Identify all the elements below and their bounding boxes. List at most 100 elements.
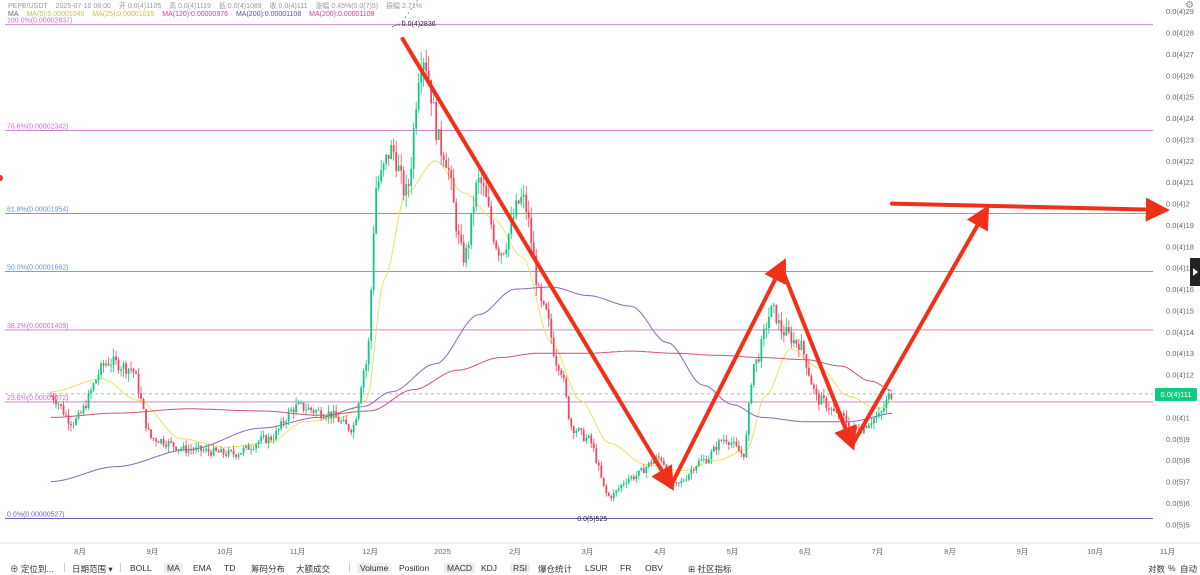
candle-body — [147, 428, 150, 430]
candle-body — [570, 418, 573, 427]
candle-body — [232, 450, 235, 455]
candle-body — [560, 370, 563, 375]
candle-body — [702, 459, 705, 460]
toolbar-right-item-1[interactable]: % — [1168, 563, 1176, 573]
candle-body — [642, 467, 645, 474]
moving-average-lines — [50, 160, 893, 482]
ma-indicator-label[interactable]: MA — [8, 11, 19, 18]
expand-panel-handle[interactable] — [1190, 258, 1200, 286]
candle-body — [85, 405, 87, 409]
ma-line-2 — [50, 350, 893, 418]
candle-body — [162, 439, 165, 445]
candle-body — [510, 218, 513, 234]
toolbar-item-5[interactable]: TD — [224, 563, 236, 573]
ma25-value: MA(25):0.00001015 — [92, 11, 155, 18]
candle-body — [205, 448, 207, 451]
toolbar-item-4[interactable]: EMA — [193, 563, 212, 573]
toolbar-item-10[interactable]: MACD — [444, 563, 476, 573]
candle-body — [442, 155, 445, 161]
candle-body — [75, 418, 77, 425]
candle-body — [497, 248, 500, 256]
candle-body — [320, 410, 323, 418]
candle-body — [82, 405, 85, 414]
settings-icon[interactable]: ⚙ — [1185, 0, 1194, 11]
candle-body — [207, 448, 210, 452]
candle-body — [310, 407, 313, 411]
candle-body — [600, 465, 603, 478]
candle-body — [640, 467, 643, 471]
toolbar-item-16[interactable]: OBV — [645, 563, 663, 573]
alert-dot-icon[interactable] — [0, 175, 3, 181]
candle-body — [740, 451, 743, 454]
candle-body — [680, 480, 683, 484]
y-tick-label-19: 0.0(4)1 — [1166, 413, 1190, 422]
candle-body — [807, 367, 810, 376]
candle-body — [302, 402, 305, 411]
fib-label-5: 23.6%(0.00001072) — [7, 395, 69, 402]
y-tick-label-13: 0.0(4)16 — [1166, 285, 1194, 294]
toolbar-item-2[interactable]: BOLL — [130, 563, 152, 573]
price-chart[interactable]: 100.0%(0.00002837) 78.6%(0.00002342) 61.8%… — [0, 0, 1200, 562]
candle-body — [535, 255, 538, 286]
candle-body — [322, 417, 325, 419]
toolbar-right-item-0[interactable]: 对数 — [1148, 564, 1166, 574]
candle-body — [717, 440, 720, 451]
candle-body — [868, 424, 870, 428]
toolbar-item-14[interactable]: LSUR — [585, 563, 608, 573]
candle-body — [265, 435, 268, 443]
candle-body — [277, 428, 280, 431]
x-tick-label-10: 6月 — [799, 547, 811, 556]
candle-body — [720, 440, 723, 442]
toolbar-item-12[interactable]: RSI — [510, 563, 531, 573]
candle-body — [615, 490, 618, 493]
red-arrow-2 — [781, 270, 857, 451]
toolbar-right-item-2[interactable]: 自动 — [1180, 564, 1198, 574]
candle-body — [352, 425, 355, 433]
toolbar-item-9[interactable]: Position — [399, 563, 430, 573]
candle-body — [765, 327, 768, 329]
candle-body — [432, 102, 435, 104]
y-tick-label-21: 0.0(5)8 — [1166, 456, 1190, 465]
toolbar-item-8[interactable]: Volume — [357, 563, 392, 573]
toolbar-item-7[interactable]: 大额成交 — [296, 564, 331, 574]
candle-body — [280, 421, 283, 429]
candle-body — [402, 170, 405, 196]
candle-body — [845, 415, 848, 423]
candle-body — [167, 440, 170, 447]
red-arrow-3 — [850, 204, 990, 448]
candle-body — [562, 374, 565, 379]
toolbar-item-1[interactable]: 日期范围 ▾ — [72, 564, 113, 574]
candle-body — [220, 449, 222, 453]
candle-body — [247, 445, 250, 450]
toolbar-separator — [349, 563, 350, 572]
candle-body — [505, 249, 508, 254]
candle-body — [202, 450, 205, 451]
drawn-arrows[interactable] — [400, 36, 1170, 491]
toolbar-item-6[interactable]: 筹码分布 — [251, 564, 286, 574]
candle-body — [440, 129, 443, 156]
candle-body — [487, 196, 490, 207]
candle-body — [888, 393, 890, 400]
candle-body — [687, 474, 690, 480]
toolbar-item-0[interactable]: ⊕ 定位到... — [10, 564, 54, 574]
candle-body — [590, 435, 593, 444]
candle-body — [745, 434, 748, 457]
toolbar-item-3[interactable]: MA — [164, 563, 183, 573]
toolbar-item-17[interactable]: ⊞ 社区指标 — [688, 564, 732, 574]
trendline[interactable] — [398, 0, 776, 27]
toolbar-item-15[interactable]: FR — [620, 563, 632, 573]
candle-body — [780, 320, 783, 333]
candle-body — [792, 339, 795, 344]
candle-body — [550, 318, 553, 338]
toolbar-item-11[interactable]: KDJ — [481, 563, 498, 573]
y-tick-label-16: 0.0(4)13 — [1166, 349, 1194, 358]
candle-body — [132, 368, 135, 372]
fib-label-1: 78.6%(0.00002342) — [7, 123, 69, 130]
candle-body — [860, 432, 863, 434]
toolbar-item-13[interactable]: 爆仓统计 — [538, 564, 573, 574]
y-tick-label-3: 0.0(4)26 — [1166, 71, 1194, 80]
ma200-value: MA(200):0.00001108 — [235, 11, 302, 18]
ohlc-header: PEPE/USDT 2025-07-10 08:00 开 0.0(4)1105 … — [8, 1, 428, 11]
candle-body — [315, 410, 318, 413]
fib-label-2: 61.8%(0.00001954) — [7, 206, 69, 213]
